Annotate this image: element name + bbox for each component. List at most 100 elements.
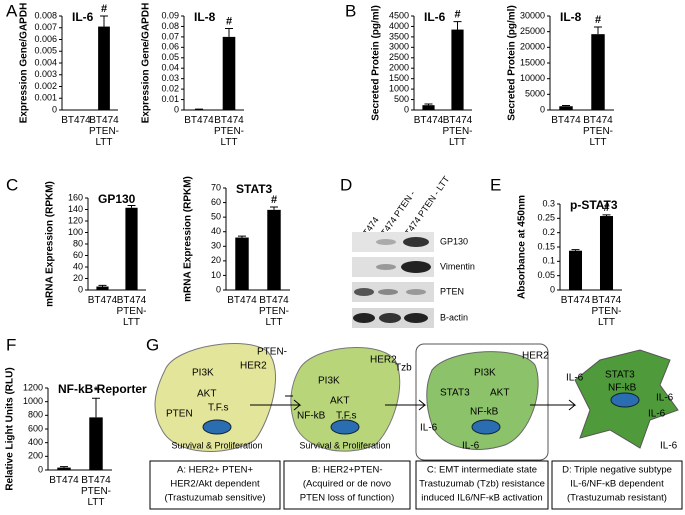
y-tick-label: 0 [540, 104, 545, 114]
y-tick-label: 30 [211, 241, 221, 251]
y-tick-label: 1200 [23, 382, 43, 392]
bar [568, 250, 583, 290]
x-tick-label-box: BT474 PTEN- LTT [214, 115, 244, 148]
y-axis-label: Expression Gene/GAPDH [141, 3, 152, 124]
x-tick-label: BT474 [560, 295, 591, 306]
y-tick-label: 160 [68, 192, 83, 202]
node-label: NF-kB [470, 407, 499, 418]
chart-title: IL-6 [72, 10, 94, 24]
nucleus [330, 419, 360, 435]
chart-title: NF-kB Reporter [58, 382, 147, 396]
y-tick-label: 3000 [389, 42, 409, 52]
significance-marker: # [271, 194, 277, 206]
x-tick-label: BT474 [184, 115, 214, 126]
y-tick-label: 2500 [389, 52, 409, 62]
caption: (Acquired or de novo [303, 479, 391, 490]
bar [559, 106, 573, 110]
nucleus [471, 419, 501, 435]
y-tick-label: 400 [28, 437, 43, 447]
bar [422, 105, 435, 110]
y-tick-label: 140 [68, 204, 83, 214]
blot-row-label: B-actin [440, 312, 468, 322]
y-tick-label: 4000 [389, 21, 409, 31]
caption: A: HER2+ PTEN+ [177, 465, 253, 476]
cell [290, 347, 401, 452]
x-tick-label-box: BT474 [227, 295, 256, 306]
bar [222, 36, 236, 111]
error-bar [100, 15, 108, 27]
y-tick-label: 20000 [520, 42, 545, 52]
panel-label: E [490, 175, 501, 194]
y-tick-label: 0.15 [537, 241, 555, 251]
y-tick-label: 60 [73, 250, 83, 260]
y-tick-label: 50 [211, 212, 221, 222]
bar [599, 216, 614, 290]
bar [89, 417, 103, 470]
chart-title: GP130 [98, 192, 136, 206]
bar [98, 26, 110, 111]
error-bar [98, 284, 107, 287]
x-tick-label: BT474 [551, 115, 581, 126]
x-tick-label-box: BT474 PTEN- LTT [259, 295, 289, 328]
node-label: IL-6 [566, 373, 584, 384]
node-label: PI3K [318, 376, 340, 387]
y-tick-label: 0.006 [34, 34, 57, 44]
node-label: STAT3 [605, 370, 635, 381]
bar [96, 286, 109, 290]
bar [57, 467, 71, 470]
blot-band [379, 313, 401, 323]
x-tick-label: BT474 [61, 115, 91, 126]
y-tick-label: 0.001 [34, 93, 57, 103]
bar [451, 29, 464, 111]
error-bar [238, 235, 246, 238]
x-tick-label-box: BT474 [184, 115, 214, 126]
y-tick-label: 0 [52, 104, 57, 114]
error-bar [225, 28, 233, 37]
bar-chart: 0 10 20 30 40 50 60 70 mRNA Expression (RPKM) STA… [183, 176, 290, 328]
blot-band [378, 289, 398, 295]
node-label: AKT [197, 389, 216, 400]
diagram: PTEN- Tzb HER2 PI3K AKT PTEN T.F.s Survi… [149, 343, 683, 510]
node-label: IL-6 [656, 393, 674, 404]
y-tick-label: 0.03 [161, 73, 179, 83]
blot-band [401, 261, 431, 273]
nucleus [202, 419, 232, 435]
y-tick-label: 1000 [389, 83, 409, 93]
y-tick-label: 5000 [525, 89, 545, 99]
y-tick-label: 600 [28, 423, 43, 433]
western-blot: BT474 BT474 PTEN - BT474 PTEN - LTT GP13… [352, 174, 475, 328]
blot-band [376, 239, 396, 245]
chart-title: IL-6 [424, 10, 446, 24]
caption-box [551, 460, 683, 510]
bar [267, 209, 281, 290]
chart-title: IL-8 [560, 10, 582, 24]
x-tick-label-box: BT474 PTEN- LTT [89, 115, 119, 148]
y-tick-label: 80 [73, 238, 83, 248]
arrow [530, 399, 577, 411]
panel-label: C [6, 175, 18, 194]
node-label: HER2 [522, 351, 549, 362]
error-bar [60, 466, 68, 468]
y-tick-label: 0 [550, 284, 555, 294]
bar-chart: 00.010.020.030.040.050.060.070.080.09 Exp… [141, 3, 244, 148]
panel-label: G [146, 335, 159, 354]
y-tick-label: 70 [211, 182, 221, 192]
node-label: Survival & Proliferation [299, 440, 390, 450]
node-label: PTEN [166, 409, 193, 420]
significance-marker: # [595, 14, 601, 26]
caption: B: HER2+PTEN- [311, 465, 382, 476]
y-tick-label: 60 [211, 197, 221, 207]
y-axis-label: Secreted Protein (pg/ml) [507, 5, 518, 121]
blot-band [404, 313, 428, 323]
y-tick-label: 0 [38, 464, 43, 474]
caption-box [149, 460, 281, 510]
y-tick-label: 0.04 [161, 63, 179, 73]
x-tick-label: BT474 PTEN- LTT [259, 295, 289, 328]
blot-band [406, 289, 426, 295]
y-tick-label: 100 [68, 227, 83, 237]
y-tick-label: 0 [404, 104, 409, 114]
y-tick-label: 0.004 [34, 57, 57, 67]
x-tick-label: BT474 PTEN- LTT [116, 295, 147, 328]
